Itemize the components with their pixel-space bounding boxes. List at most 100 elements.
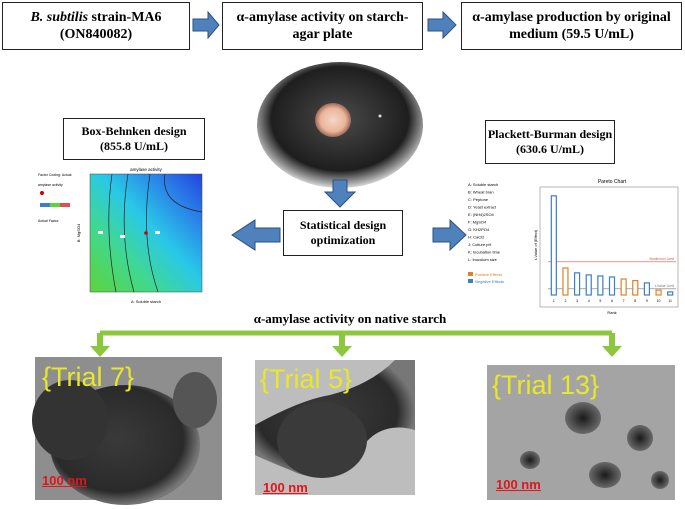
plate-box: α-amylase activity on starch-agar plate xyxy=(222,2,423,50)
design-point xyxy=(155,231,160,234)
factor-label: K: Incubation time xyxy=(468,250,501,255)
particle xyxy=(627,425,653,451)
bar xyxy=(562,267,569,296)
factor-label: F: MgSO4 xyxy=(468,220,487,225)
bar xyxy=(643,282,651,296)
x-tick-label: 3 xyxy=(576,299,578,303)
particle xyxy=(651,471,669,489)
bar xyxy=(655,289,662,296)
legend-label: Negative Effects xyxy=(475,279,504,284)
legend-dot xyxy=(40,191,44,195)
contour-y-label: B: MgSO4 xyxy=(76,223,81,242)
strain: strain-MA6 xyxy=(91,10,162,25)
accession: (ON840082) xyxy=(59,27,133,42)
legend-swatch xyxy=(468,279,473,283)
arrow xyxy=(90,333,110,357)
factor-label: H: CaCl2 xyxy=(468,235,485,240)
bb-value: (855.8 U/mL) xyxy=(100,139,168,153)
contour-x-label: A: Soluble starch xyxy=(131,299,161,304)
statistical-box: Statistical design optimization xyxy=(283,210,403,256)
legend-title: Factor Coding: Actual xyxy=(38,173,72,177)
plate-text: α-amylase activity on starch-agar plate xyxy=(236,10,409,42)
pb-title: Plackett-Burman design xyxy=(487,127,613,141)
x-tick-label: 6 xyxy=(611,299,613,303)
arrow xyxy=(192,10,220,40)
arrow xyxy=(231,219,281,251)
contour-line xyxy=(108,173,117,293)
speck xyxy=(378,114,382,118)
pareto-title: Pareto Chart xyxy=(598,179,627,185)
trial-label: {Trial 5} xyxy=(260,364,353,394)
limit-label: Bonferroni Limit xyxy=(649,257,674,261)
factor-label: G: KH2PO4 xyxy=(468,227,490,232)
particle xyxy=(565,402,601,434)
x-tick-label: 9 xyxy=(646,299,648,303)
particle xyxy=(589,462,621,488)
arrow xyxy=(427,10,457,40)
design-point xyxy=(120,235,125,238)
bar xyxy=(667,291,674,296)
factor-label: J: Culture pH xyxy=(468,242,491,247)
production-box: α-amylase production by original medium … xyxy=(461,2,682,50)
limit-label: t-Value Limit xyxy=(655,284,674,288)
x-tick-label: 10 xyxy=(657,299,661,303)
trial-label: {Trial 13} xyxy=(492,370,600,400)
legend-swatch xyxy=(468,272,473,276)
scale-bar: 100 nm xyxy=(263,480,308,495)
legend-label: Positive Effects xyxy=(475,272,502,277)
bar xyxy=(620,278,627,296)
x-tick-label: 4 xyxy=(588,299,590,303)
x-tick-label: 8 xyxy=(634,299,636,303)
factor-label: E: (NH4)2SO4 xyxy=(468,212,495,217)
factor-label: B: Wheat bran xyxy=(468,190,494,195)
particle xyxy=(173,372,217,428)
bb-title: Box-Behnken design xyxy=(81,124,187,138)
factor-label: C: Peptone xyxy=(468,197,489,202)
bar xyxy=(608,276,616,296)
x-tick-label: 1 xyxy=(553,299,555,303)
bar xyxy=(550,195,557,296)
particle xyxy=(520,451,540,469)
bar xyxy=(585,274,592,296)
factor-label: A: Soluble starch xyxy=(468,182,498,187)
legend-swatch xyxy=(50,203,60,207)
scale-bar: 100 nm xyxy=(42,473,87,488)
particle xyxy=(277,402,367,478)
legend-factor: Actual Factor xyxy=(38,219,59,223)
bar xyxy=(632,279,639,296)
x-tick-label: 5 xyxy=(599,299,601,303)
colony xyxy=(315,103,351,137)
design-point xyxy=(98,231,103,234)
bar xyxy=(597,275,604,296)
legend-swatch xyxy=(60,203,70,207)
factor-label: D: Yeast extract xyxy=(468,205,497,210)
x-tick-label: 11 xyxy=(668,299,672,303)
pareto-x-label: Rank xyxy=(607,310,616,315)
legend-response: amylase activity xyxy=(38,183,63,187)
arrow xyxy=(602,333,622,357)
statistical-text: Statistical design optimization xyxy=(299,218,387,247)
native-label: α-amylase activity on native starch xyxy=(253,311,447,326)
arrow xyxy=(432,218,467,252)
bar xyxy=(573,272,581,296)
x-tick-label: 2 xyxy=(564,299,566,303)
particle xyxy=(32,380,108,460)
legend-swatch xyxy=(40,203,50,207)
trial-label: {Trial 7} xyxy=(42,362,135,392)
factor-label: L: Inoculum size xyxy=(468,257,498,262)
arrow xyxy=(332,333,352,357)
contour-line xyxy=(123,173,135,293)
production-text: α-amylase production by original medium … xyxy=(472,10,671,42)
pb-value: (630.6 U/mL) xyxy=(516,142,584,156)
arrow xyxy=(323,179,357,208)
contour-line xyxy=(164,173,203,213)
contour-line xyxy=(146,173,159,293)
species: B. subtilis xyxy=(30,10,89,25)
x-tick-label: 7 xyxy=(623,299,625,303)
box-behnken-box: Box-Behnken design (855.8 U/mL) xyxy=(63,118,205,160)
plackett-box: Plackett-Burman design (630.6 U/mL) xyxy=(485,120,615,164)
pareto-y-label: t-Value of |Effect| xyxy=(533,230,538,260)
design-point xyxy=(144,231,148,235)
